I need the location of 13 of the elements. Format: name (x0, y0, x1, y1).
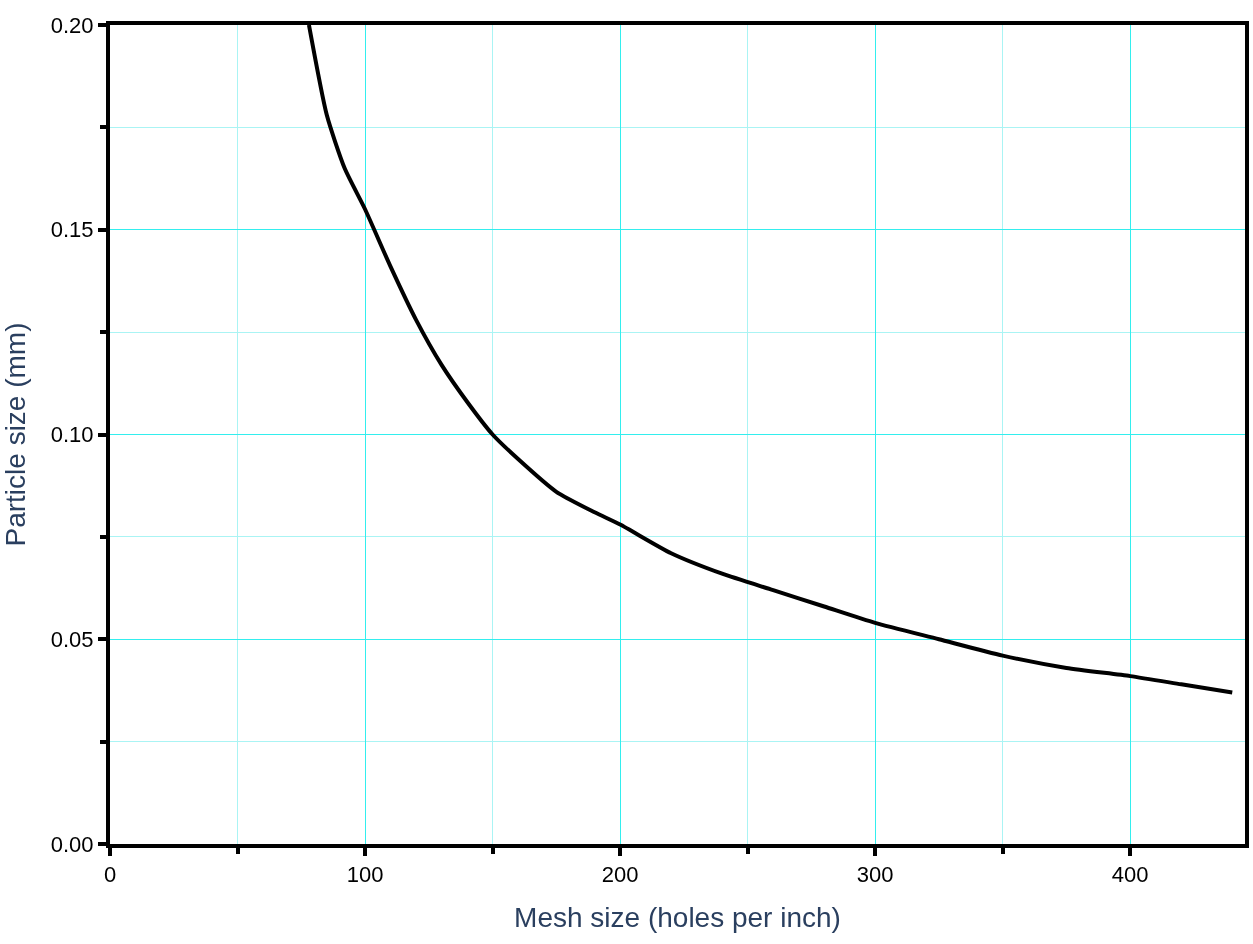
x-tick-label: 0 (103, 862, 117, 888)
text: 0.00 (50, 831, 94, 857)
x-tick-label: 200 (601, 862, 639, 888)
y-tick-label: 0.05 (50, 626, 94, 652)
y-axis-title: Particle size (mm) (0, 322, 31, 547)
x-axis-title: Mesh size (holes per inch) (514, 902, 841, 933)
y-tick-label: 0.20 (50, 12, 94, 38)
y-tick-label: 0.10 (50, 422, 94, 448)
line-series (306, 25, 1235, 695)
x-tick-label: 400 (1111, 862, 1149, 888)
x-tick-label: 300 (856, 862, 894, 888)
x-tick-label: 100 (346, 862, 384, 888)
y-tick-label: 0.15 (50, 217, 94, 243)
